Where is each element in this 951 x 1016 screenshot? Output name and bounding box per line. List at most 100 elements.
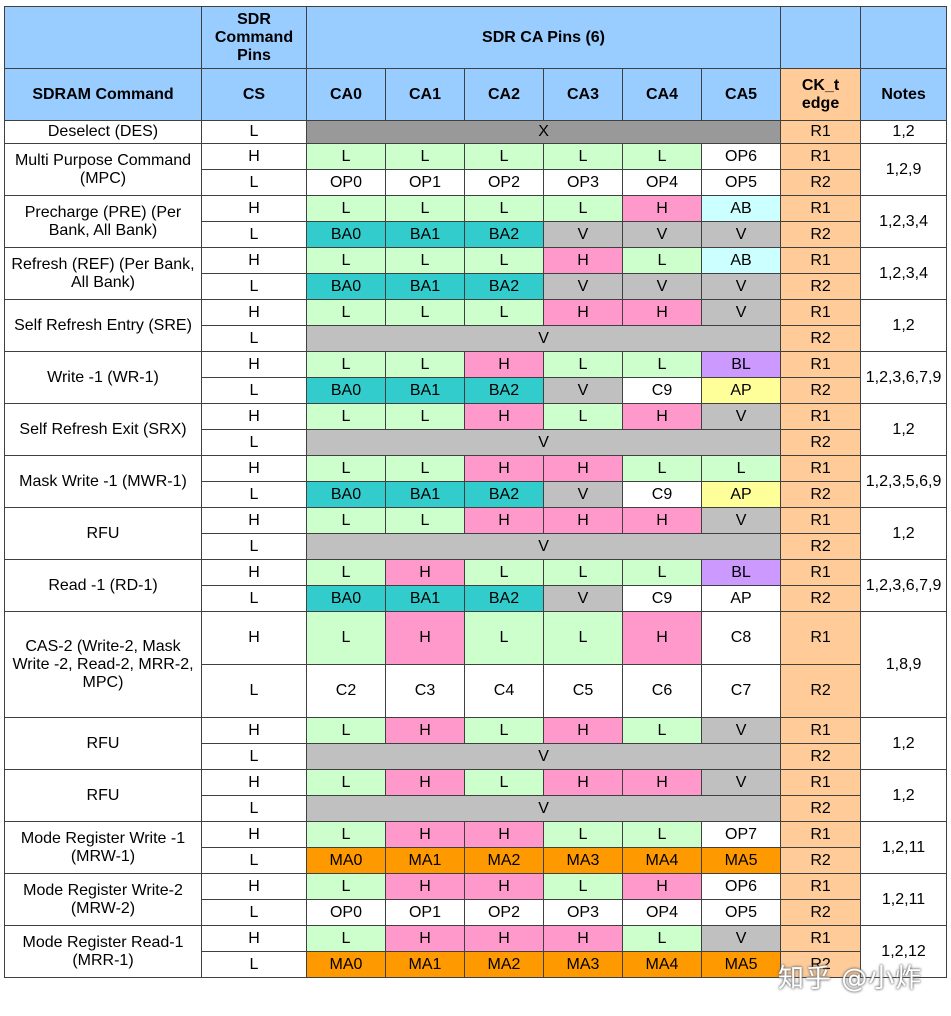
header-row-top: SDR Command Pins SDR CA Pins (6) [4,6,948,69]
cs-value: H [201,873,307,900]
ca2-value: C4 [464,664,544,718]
ca4-value: L [622,247,702,274]
header-blank-notes [860,6,948,69]
table-row: CAS-2 (Write-2, Mask Write -2, Read-2, M… [4,611,948,718]
table-row: Self Refresh Entry (SRE) H L L L H H V R1 1,2 [4,299,948,352]
ca2-value: H [464,455,544,482]
ca4-value: H [622,299,702,326]
ca3-value: L [543,403,623,430]
table-row: L BA0 BA1 BA2 V C9 AP R2 [5,377,947,404]
ca2-value: L [464,195,544,222]
ca3-value: V [543,481,623,508]
ca2-value: H [464,507,544,534]
notes-value: 1,2,11 [860,821,948,874]
ca3-value: H [543,299,623,326]
header-ca4: CA4 [622,68,702,121]
cs-value: L [201,585,307,612]
ca5-value: AB [700,195,782,222]
cs-value: H [201,611,307,665]
ca5-value: OP5 [700,899,782,926]
cs-value: L [201,795,307,822]
notes-value: 1,8,9 [860,611,948,718]
ca5-value: BL [700,559,782,586]
ca2-value: H [464,925,544,952]
cs-value: L [201,120,307,144]
ck-t-edge-value: R1 [780,507,862,534]
ca1-value: H [385,559,465,586]
table-row: Write -1 (WR-1) H L L H L L BL R1 1,2,3,6,7,9 [4,351,948,404]
ca1-value: L [385,455,465,482]
ca3-value: L [543,143,623,170]
ca3-value: MA3 [543,847,623,874]
cs-value: L [201,169,307,196]
ck-t-edge-value: R1 [780,559,862,586]
notes-value: 1,2,3,4 [860,195,948,248]
ca2-value: L [464,247,544,274]
ca1-value: BA1 [385,273,465,300]
ck-t-edge-value: R1 [780,821,862,848]
ca0-value: BA0 [306,585,386,612]
ca3-value: H [543,507,623,534]
ck-t-edge-value: R1 [780,611,862,665]
header-blank [4,6,202,69]
ca1-value: H [385,873,465,900]
cs-value: L [201,377,307,404]
ca2-value: L [464,611,544,665]
ca0-value: MA0 [306,951,386,978]
table-row: L OP0 OP1 OP2 OP3 OP4 OP5 R2 [5,169,947,196]
ca2-value: BA2 [464,585,544,612]
header-row-columns: SDRAM Command CS CA0 CA1 CA2 CA3 CA4 CA5… [4,68,948,121]
table-row: Refresh (REF) (Per Bank, All Bank) H L L L H L… [4,247,948,300]
ca0-value: L [306,143,386,170]
cs-value: H [201,143,307,170]
notes-value: 1,2 [860,717,948,770]
ck-t-edge-value: R2 [780,795,862,822]
ca5-value: MA5 [700,951,782,978]
table-row: L OP0 OP1 OP2 OP3 OP4 OP5 R2 [5,899,947,926]
table-row: Mode Register Read-1 (MRR-1) H L H H H L V R1 1,2… [4,925,948,978]
ca3-value: H [543,925,623,952]
ca5-value: C8 [700,611,782,665]
ca2-value: L [464,559,544,586]
ck-t-edge-value: R2 [780,585,862,612]
ca1-value: L [385,143,465,170]
notes-value: 1,2,12 [860,925,948,978]
ck-t-edge-value: R2 [780,847,862,874]
table-row: Deselect (DES) L X R1 1,2 [4,120,948,144]
ca0-value: L [306,559,386,586]
ca-span-value: V [305,795,782,822]
ca5-value: OP6 [700,873,782,900]
ca5-value: V [700,221,782,248]
ca1-value: H [385,769,465,796]
ck-t-edge-value: R2 [780,221,862,248]
ca0-value: OP0 [306,899,386,926]
ck-t-edge-value: R2 [780,325,862,352]
ca4-value: H [622,769,702,796]
ca4-value: V [622,221,702,248]
ca2-value: MA2 [464,951,544,978]
cs-value: L [201,664,307,718]
ca1-value: H [385,717,465,744]
ca0-value: L [306,821,386,848]
cs-value: L [201,847,307,874]
ca1-value: L [385,403,465,430]
notes-value: 1,2 [860,299,948,352]
ca5-value: OP7 [700,821,782,848]
ck-t-edge-value: R1 [780,717,862,744]
ca0-value: L [306,351,386,378]
ck-t-edge-value: R2 [780,429,862,456]
ca2-value: H [464,403,544,430]
ck-t-edge-value: R1 [780,247,862,274]
ca4-value: L [622,717,702,744]
ca0-value: L [306,299,386,326]
notes-value: 1,2,3,6,7,9 [860,559,948,612]
notes-value: 1,2 [860,507,948,560]
notes-value: 1,2 [860,403,948,456]
ca3-value: L [543,821,623,848]
command-name: Mode Register Write -1 (MRW-1) [4,821,202,874]
ca1-value: OP1 [385,169,465,196]
ca4-value: L [622,351,702,378]
ck-t-edge-value: R2 [780,377,862,404]
ca3-value: MA3 [543,951,623,978]
ca0-value: MA0 [306,847,386,874]
